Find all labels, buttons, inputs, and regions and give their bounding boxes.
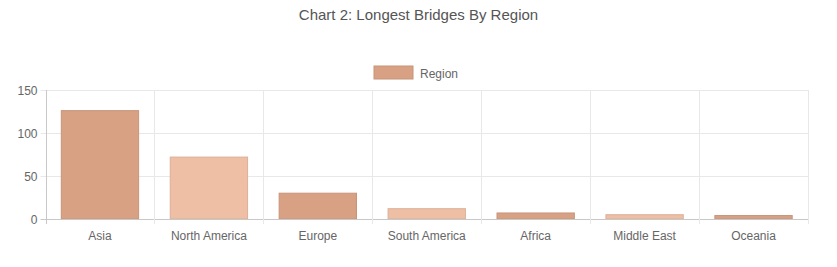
bar xyxy=(279,193,356,219)
category-grid-line xyxy=(46,90,47,224)
category-grid-line xyxy=(481,90,482,224)
legend-swatch xyxy=(374,66,413,79)
x-tick-label: South America xyxy=(388,229,466,243)
bar xyxy=(170,157,247,219)
legend: Region xyxy=(374,66,458,81)
bar xyxy=(388,209,465,219)
x-tick-label: North America xyxy=(171,229,247,243)
grid-line xyxy=(41,219,809,220)
bar xyxy=(606,215,683,219)
category-grid-line xyxy=(372,90,373,224)
x-tick-label: Oceania xyxy=(731,229,776,243)
category-grid-line xyxy=(808,90,809,224)
bar xyxy=(715,216,792,219)
y-tick-label: 0 xyxy=(31,213,38,227)
grid-line xyxy=(41,176,809,177)
chart-title: Chart 2: Longest Bridges By Region xyxy=(299,6,538,23)
bars xyxy=(61,111,792,219)
y-tick-label: 100 xyxy=(17,127,37,141)
grid-line xyxy=(41,133,809,134)
category-grid-line xyxy=(154,90,155,224)
category-grid-line xyxy=(263,90,264,224)
grid-line xyxy=(41,90,809,91)
grid xyxy=(41,90,809,224)
x-tick-label: Africa xyxy=(520,229,551,243)
category-grid-line xyxy=(699,90,700,224)
chart-container: Chart 2: Longest Bridges By Region Region… xyxy=(0,0,837,267)
y-tick-label: 150 xyxy=(17,84,37,98)
bar xyxy=(497,213,574,219)
legend-label: Region xyxy=(420,67,458,81)
bar xyxy=(61,111,138,219)
y-tick-label: 50 xyxy=(24,170,38,184)
x-tick-label: Europe xyxy=(298,229,337,243)
x-tick-label: Asia xyxy=(88,229,112,243)
x-tick-label: Middle East xyxy=(613,229,676,243)
chart-svg: Chart 2: Longest Bridges By Region Region… xyxy=(0,0,837,267)
category-grid-line xyxy=(590,90,591,224)
